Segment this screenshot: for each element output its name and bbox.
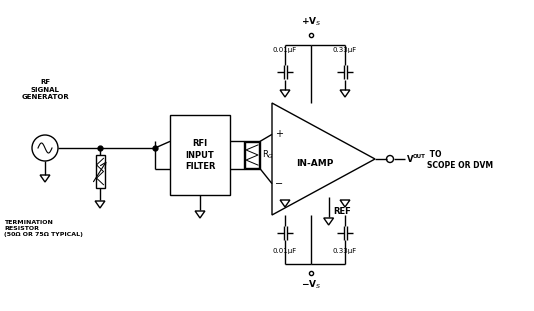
Text: 0.33μF: 0.33μF	[333, 47, 357, 53]
Text: −V$_S$: −V$_S$	[301, 279, 321, 291]
Text: R$_G$: R$_G$	[262, 149, 274, 161]
Bar	[170, 115, 230, 195]
Text: OUT: OUT	[413, 155, 426, 160]
Text: V: V	[407, 156, 413, 165]
Text: TO
SCOPE OR DVM: TO SCOPE OR DVM	[427, 150, 493, 170]
Text: RFI
INPUT
FILTER: RFI INPUT FILTER	[185, 139, 215, 171]
Text: −: −	[275, 179, 283, 189]
Bar	[245, 142, 259, 168]
Text: 0.33μF: 0.33μF	[333, 248, 357, 254]
Text: +: +	[275, 129, 283, 139]
Text: 0.01μF: 0.01μF	[273, 248, 297, 254]
Text: REF: REF	[334, 207, 351, 216]
Bar	[96, 155, 105, 188]
Bar	[244, 142, 260, 169]
Text: RF
SIGNAL
GENERATOR: RF SIGNAL GENERATOR	[21, 79, 69, 100]
Text: IN-AMP: IN-AMP	[296, 160, 334, 169]
Text: TERMINATION
RESISTOR
(50Ω OR 75Ω TYPICAL): TERMINATION RESISTOR (50Ω OR 75Ω TYPICAL…	[4, 220, 83, 237]
Text: +V$_S$: +V$_S$	[301, 16, 321, 28]
Text: 0.01μF: 0.01μF	[273, 47, 297, 53]
